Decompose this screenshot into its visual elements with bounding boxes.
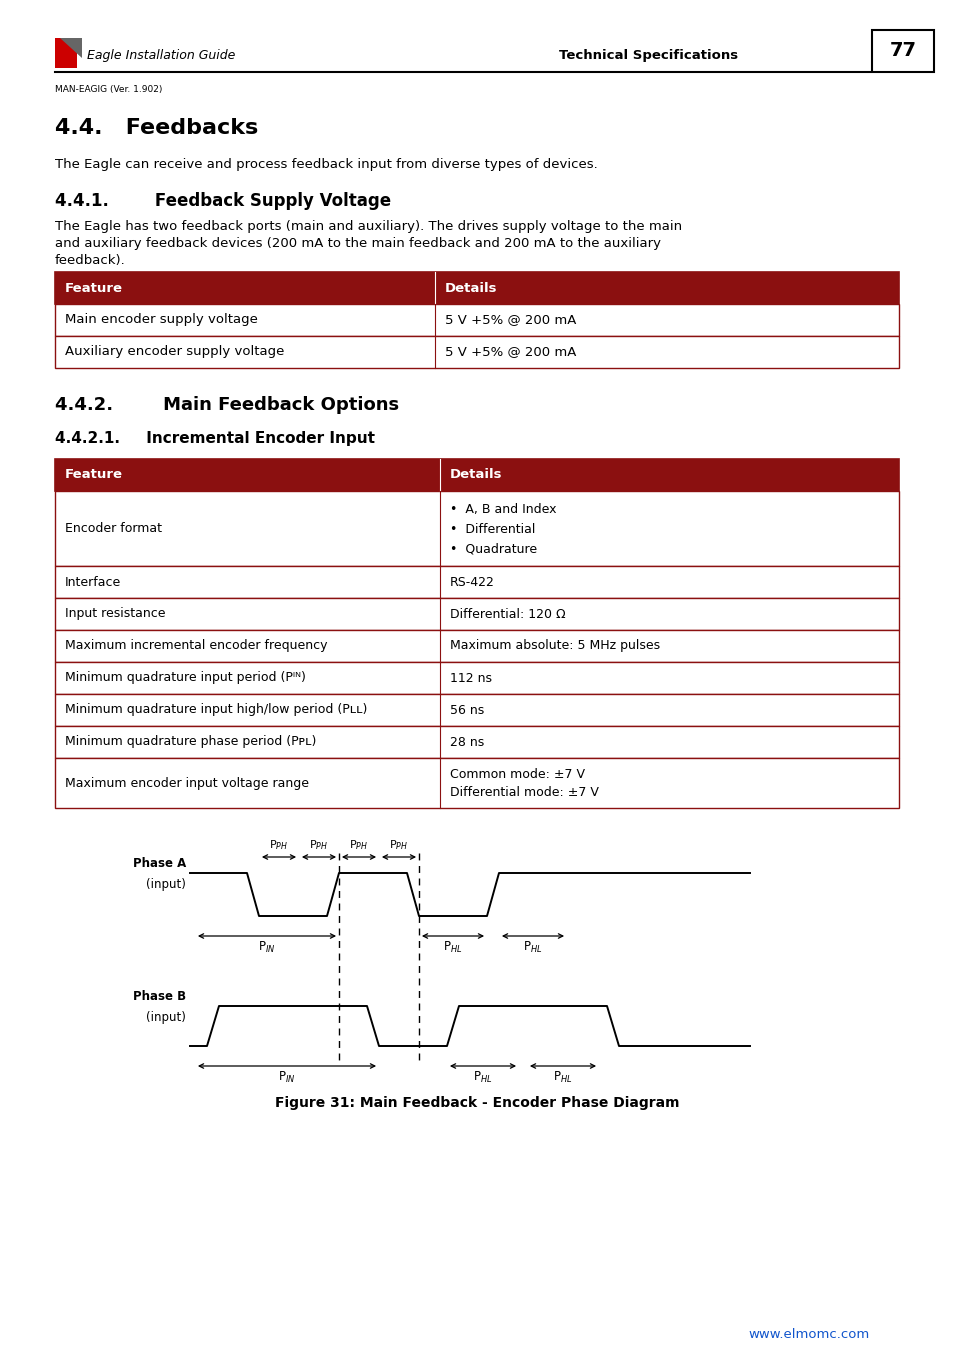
Bar xyxy=(55,459,898,491)
Text: RS-422: RS-422 xyxy=(450,575,495,589)
Bar xyxy=(55,630,898,662)
Text: Phase B: Phase B xyxy=(132,990,186,1003)
Text: www.elmomc.com: www.elmomc.com xyxy=(748,1328,869,1342)
Text: P$_{HL}$: P$_{HL}$ xyxy=(553,1071,572,1085)
Text: •  Quadrature: • Quadrature xyxy=(450,543,537,556)
Bar xyxy=(55,598,898,630)
Text: P$_{HL}$: P$_{HL}$ xyxy=(443,940,462,954)
Text: P$_{PH}$: P$_{PH}$ xyxy=(349,838,368,852)
Text: Interface: Interface xyxy=(65,575,121,589)
Bar xyxy=(55,566,898,598)
Text: P$_{PH}$: P$_{PH}$ xyxy=(269,838,288,852)
Text: Maximum absolute: 5 MHz pulses: Maximum absolute: 5 MHz pulses xyxy=(450,640,659,652)
Polygon shape xyxy=(60,38,82,58)
Text: P$_{PH}$: P$_{PH}$ xyxy=(389,838,408,852)
Text: Maximum encoder input voltage range: Maximum encoder input voltage range xyxy=(65,776,309,790)
Text: 77: 77 xyxy=(888,40,916,59)
Text: 5 V +5% @ 200 mA: 5 V +5% @ 200 mA xyxy=(444,313,576,327)
Text: Minimum quadrature input period (Pᴵᴺ): Minimum quadrature input period (Pᴵᴺ) xyxy=(65,671,306,684)
Bar xyxy=(55,491,898,566)
Text: Common mode: ±7 V: Common mode: ±7 V xyxy=(450,768,584,782)
Bar xyxy=(55,662,898,694)
Bar xyxy=(55,336,898,369)
Bar xyxy=(55,271,898,304)
Bar xyxy=(55,726,898,757)
Text: The Eagle has two feedback ports (main and auxiliary). The drives supply voltage: The Eagle has two feedback ports (main a… xyxy=(55,220,681,234)
Text: and auxiliary feedback devices (200 mA to the main feedback and 200 mA to the au: and auxiliary feedback devices (200 mA t… xyxy=(55,238,660,250)
Bar xyxy=(55,757,898,809)
Text: •  A, B and Index: • A, B and Index xyxy=(450,504,556,516)
Bar xyxy=(55,304,898,336)
Text: (input): (input) xyxy=(146,1011,186,1025)
Text: Details: Details xyxy=(444,282,497,294)
Bar xyxy=(55,694,898,726)
Text: Minimum quadrature input high/low period (Pʟʟ): Minimum quadrature input high/low period… xyxy=(65,703,367,717)
Text: 56 ns: 56 ns xyxy=(450,703,484,717)
Text: P$_{IN}$: P$_{IN}$ xyxy=(258,940,275,954)
Text: Differential: 120 Ω: Differential: 120 Ω xyxy=(450,608,565,621)
Text: Details: Details xyxy=(450,468,502,482)
Text: P$_{HL}$: P$_{HL}$ xyxy=(473,1071,493,1085)
Text: Maximum incremental encoder frequency: Maximum incremental encoder frequency xyxy=(65,640,327,652)
Text: •  Differential: • Differential xyxy=(450,522,535,536)
Text: (input): (input) xyxy=(146,878,186,891)
Text: P$_{IN}$: P$_{IN}$ xyxy=(278,1071,295,1085)
Text: P$_{PH}$: P$_{PH}$ xyxy=(309,838,328,852)
Text: 4.4.2.1.     Incremental Encoder Input: 4.4.2.1. Incremental Encoder Input xyxy=(55,431,375,446)
Text: Differential mode: ±7 V: Differential mode: ±7 V xyxy=(450,786,598,799)
Text: Feature: Feature xyxy=(65,468,123,482)
Text: The Eagle can receive and process feedback input from diverse types of devices.: The Eagle can receive and process feedba… xyxy=(55,158,598,171)
Text: P$_{HL}$: P$_{HL}$ xyxy=(522,940,542,954)
Text: Figure 31: Main Feedback - Encoder Phase Diagram: Figure 31: Main Feedback - Encoder Phase… xyxy=(274,1096,679,1110)
Text: 28 ns: 28 ns xyxy=(450,736,484,748)
Text: Encoder format: Encoder format xyxy=(65,522,162,535)
Text: Minimum quadrature phase period (Pᴘʟ): Minimum quadrature phase period (Pᴘʟ) xyxy=(65,736,316,748)
Text: 4.4.1.        Feedback Supply Voltage: 4.4.1. Feedback Supply Voltage xyxy=(55,192,391,211)
Text: Input resistance: Input resistance xyxy=(65,608,165,621)
Text: Main encoder supply voltage: Main encoder supply voltage xyxy=(65,313,257,327)
Text: Eagle Installation Guide: Eagle Installation Guide xyxy=(87,49,235,62)
Text: Phase A: Phase A xyxy=(132,857,186,869)
Text: Feature: Feature xyxy=(65,282,123,294)
Text: 4.4.   Feedbacks: 4.4. Feedbacks xyxy=(55,117,258,138)
Text: Technical Specifications: Technical Specifications xyxy=(558,49,738,62)
Text: feedback).: feedback). xyxy=(55,254,126,267)
Text: 4.4.2.        Main Feedback Options: 4.4.2. Main Feedback Options xyxy=(55,396,398,414)
Bar xyxy=(871,30,933,72)
Text: Auxiliary encoder supply voltage: Auxiliary encoder supply voltage xyxy=(65,346,284,359)
Bar xyxy=(55,38,77,68)
Text: 112 ns: 112 ns xyxy=(450,671,492,684)
Text: MAN-EAGIG (Ver. 1.902): MAN-EAGIG (Ver. 1.902) xyxy=(55,85,162,94)
Text: 5 V +5% @ 200 mA: 5 V +5% @ 200 mA xyxy=(444,346,576,359)
